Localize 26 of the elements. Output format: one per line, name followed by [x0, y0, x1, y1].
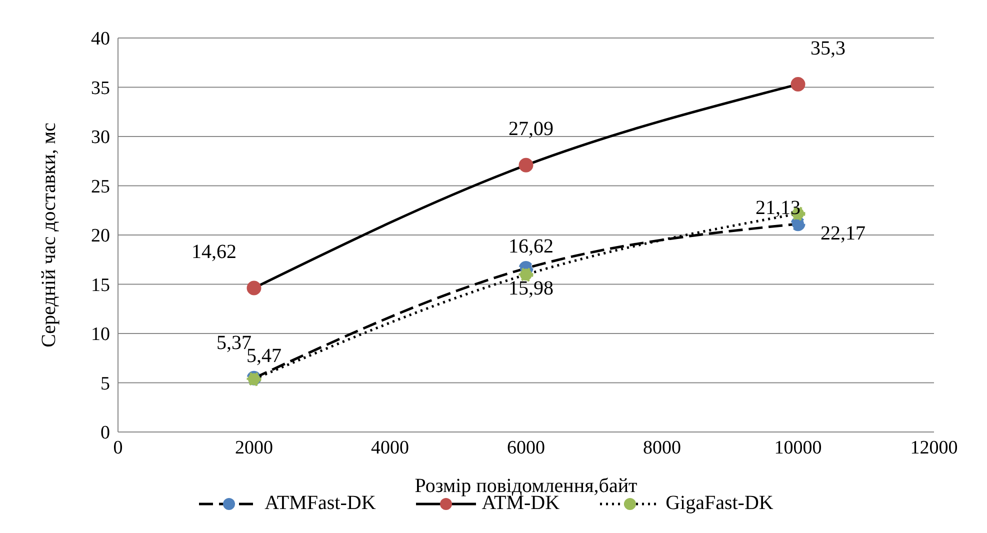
y-tick-label: 15	[91, 274, 110, 296]
y-tick-label: 25	[91, 176, 110, 198]
x-tick-label: 12000	[910, 437, 958, 458]
legend-label: GigaFast-DK	[666, 492, 774, 514]
x-tick-label: 8000	[643, 437, 681, 458]
y-axis-title: Середній час доставки, мс	[38, 122, 60, 348]
x-tick-label: 4000	[371, 437, 409, 458]
legend-label: ATMFast-DK	[264, 492, 376, 515]
y-tick-label: 5	[100, 373, 110, 394]
data-label: 22,17	[820, 222, 866, 245]
data-label: 35,3	[810, 37, 846, 60]
data-label: 15,98	[508, 278, 554, 300]
y-tick-label: 40	[91, 28, 110, 50]
data-label: 27,09	[508, 118, 554, 140]
y-tick-label: 35	[91, 78, 110, 99]
data-label: 16,62	[508, 235, 554, 258]
x-tick-label: 10000	[774, 437, 822, 458]
data-label: 21,13	[756, 196, 800, 219]
y-tick-label: 20	[91, 226, 110, 247]
x-tick-label: 2000	[235, 437, 273, 458]
y-tick-label: 10	[91, 324, 110, 346]
y-tick-label: 30	[91, 127, 110, 148]
x-tick-label: 6000	[507, 437, 545, 458]
data-label: 14,62	[192, 240, 236, 263]
y-tick-label: 0	[100, 422, 110, 444]
x-axis-title: Розмір повідомлення,байт	[414, 475, 638, 497]
